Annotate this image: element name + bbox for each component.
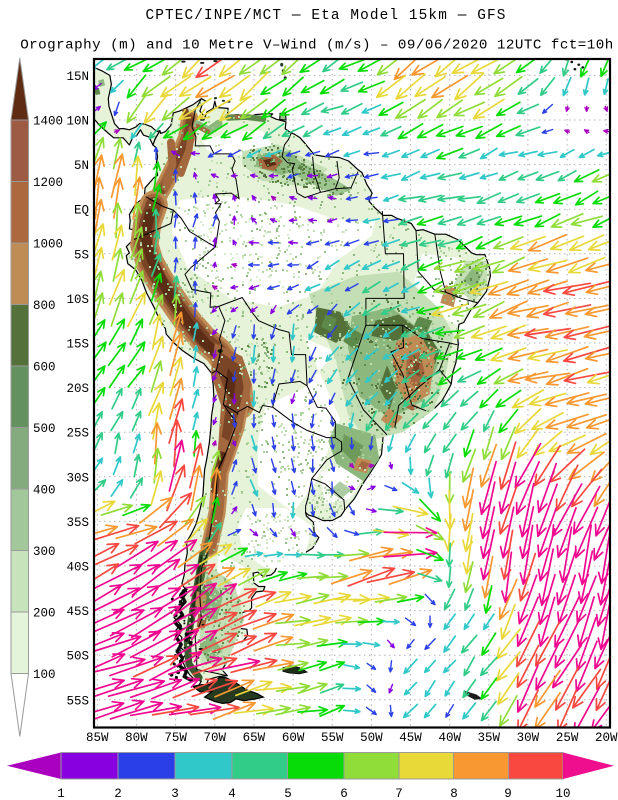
svg-text:2: 2 (114, 787, 122, 800)
svg-text:3: 3 (171, 787, 179, 800)
svg-text:CPTEC/INPE/MCT — Eta Model 15: CPTEC/INPE/MCT — Eta Model 15km — GFS (146, 8, 507, 24)
svg-text:35S: 35S (66, 516, 89, 530)
svg-text:7: 7 (395, 787, 403, 800)
svg-text:10: 10 (555, 787, 570, 800)
svg-text:20S: 20S (66, 382, 89, 396)
svg-text:55W: 55W (321, 731, 344, 745)
svg-text:200: 200 (33, 607, 56, 621)
svg-text:10S: 10S (66, 293, 89, 307)
svg-text:600: 600 (33, 361, 56, 375)
svg-text:9: 9 (504, 787, 512, 800)
svg-text:1200: 1200 (33, 176, 63, 190)
svg-text:5N: 5N (74, 159, 89, 173)
svg-text:500: 500 (33, 422, 56, 436)
svg-text:100: 100 (33, 668, 56, 682)
svg-text:45W: 45W (399, 731, 422, 745)
svg-text:50W: 50W (360, 731, 383, 745)
svg-text:EQ: EQ (74, 204, 89, 218)
svg-text:1400: 1400 (33, 115, 63, 129)
svg-text:15S: 15S (66, 338, 89, 352)
svg-text:4: 4 (228, 787, 236, 800)
svg-text:Orography (m) and 10 Metre V–W: Orography (m) and 10 Metre V–Wind (m/s) … (20, 38, 614, 54)
svg-text:40W: 40W (438, 731, 461, 745)
svg-text:25W: 25W (556, 731, 579, 745)
svg-text:40S: 40S (66, 561, 89, 575)
svg-text:75W: 75W (164, 731, 187, 745)
svg-text:25S: 25S (66, 427, 89, 441)
svg-text:400: 400 (33, 484, 56, 498)
svg-text:1: 1 (57, 787, 65, 800)
svg-text:30W: 30W (517, 731, 540, 745)
svg-text:55S: 55S (66, 694, 89, 708)
svg-text:50S: 50S (66, 650, 89, 664)
svg-text:5: 5 (284, 787, 292, 800)
svg-text:20W: 20W (595, 731, 618, 745)
svg-text:85W: 85W (86, 731, 109, 745)
svg-text:70W: 70W (204, 731, 227, 745)
svg-text:800: 800 (33, 299, 56, 313)
svg-text:10N: 10N (66, 115, 89, 129)
svg-text:5S: 5S (74, 248, 89, 262)
svg-text:80W: 80W (125, 731, 148, 745)
svg-text:35W: 35W (478, 731, 501, 745)
svg-text:45S: 45S (66, 605, 89, 619)
svg-text:300: 300 (33, 545, 56, 559)
svg-text:30S: 30S (66, 471, 89, 485)
svg-text:8: 8 (450, 787, 458, 800)
svg-text:15N: 15N (66, 70, 89, 84)
svg-text:6: 6 (340, 787, 348, 800)
svg-text:1000: 1000 (33, 238, 63, 252)
svg-text:60W: 60W (282, 731, 305, 745)
svg-text:65W: 65W (243, 731, 266, 745)
